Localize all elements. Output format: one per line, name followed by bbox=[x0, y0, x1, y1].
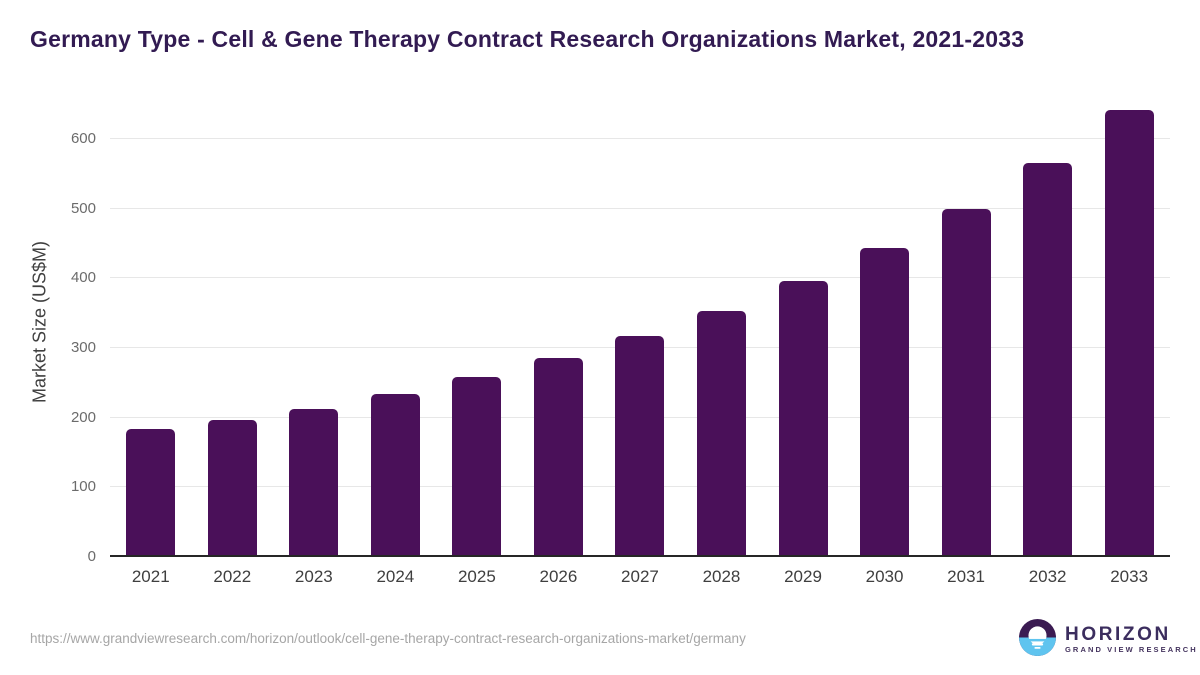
bar-2027 bbox=[615, 336, 665, 555]
x-tick-label-2033: 2033 bbox=[1110, 567, 1149, 586]
bar-2029 bbox=[778, 281, 828, 555]
x-tick-label-2029: 2029 bbox=[784, 567, 822, 586]
gridline-500 bbox=[110, 207, 1170, 209]
bar-2031 bbox=[941, 208, 991, 555]
x-tick-label-2023: 2023 bbox=[294, 567, 333, 586]
logo-name: HORIZON bbox=[1065, 624, 1171, 645]
y-axis-ticks: 0 100 200 300 400 500 600 bbox=[0, 100, 96, 565]
x-tick-label-2025: 2025 bbox=[457, 567, 496, 586]
x-tick-label-2026: 2026 bbox=[539, 567, 578, 586]
x-tick-label-2028: 2028 bbox=[702, 567, 741, 586]
y-tick-label-300: 300 bbox=[70, 338, 96, 356]
bar-band-2024 bbox=[355, 100, 437, 555]
bar-2028 bbox=[696, 311, 746, 555]
bar-series bbox=[110, 100, 1170, 555]
x-tick-label-2032: 2032 bbox=[1028, 567, 1067, 586]
bar-band-2026 bbox=[518, 100, 600, 555]
bar-2026 bbox=[533, 357, 583, 555]
bar-band-2021 bbox=[110, 100, 192, 555]
bar-2033 bbox=[1104, 109, 1154, 555]
x-tick-label-2024: 2024 bbox=[376, 567, 415, 586]
bar-band-2030 bbox=[844, 100, 926, 555]
bar-band-2025 bbox=[436, 100, 518, 555]
bar-2023 bbox=[289, 408, 339, 555]
x-tick-label-2027: 2027 bbox=[621, 567, 659, 586]
bar-2024 bbox=[370, 394, 420, 555]
x-tick-label-2022: 2022 bbox=[213, 567, 252, 586]
bar-band-2032 bbox=[1007, 100, 1089, 555]
bar-2022 bbox=[207, 419, 257, 555]
x-axis-labels: 2021 2022 2023 2024 2025 2026 2027 2028 2029 2030… bbox=[110, 564, 1170, 590]
horizon-logo: HORIZON GRAND VIEW RESEARCH bbox=[1019, 619, 1198, 661]
y-tick-label-500: 500 bbox=[70, 199, 96, 217]
bar-2021 bbox=[126, 428, 176, 555]
x-tick-label-2030: 2030 bbox=[865, 567, 904, 586]
y-tick-label-200: 200 bbox=[70, 408, 96, 426]
x-axis-line bbox=[110, 555, 1170, 557]
bar-band-2022 bbox=[192, 100, 274, 555]
bar-band-2028 bbox=[681, 100, 763, 555]
bar-2032 bbox=[1023, 162, 1073, 555]
x-tick-label-2031: 2031 bbox=[947, 567, 985, 586]
logo-text: HORIZON GRAND VIEW RESEARCH bbox=[1065, 625, 1198, 655]
source-url: https://www.grandviewresearch.com/horizo… bbox=[30, 631, 746, 646]
bar-band-2031 bbox=[925, 100, 1007, 555]
y-tick-label-600: 600 bbox=[70, 129, 96, 147]
horizon-sun-icon bbox=[1019, 619, 1056, 661]
logo-tagline: GRAND VIEW RESEARCH bbox=[1065, 645, 1198, 654]
bar-band-2023 bbox=[273, 100, 355, 555]
x-tick-label-2021: 2021 bbox=[131, 567, 170, 586]
bar-band-2033 bbox=[1088, 100, 1170, 555]
plot-area bbox=[110, 100, 1170, 557]
y-tick-label-0: 0 bbox=[87, 548, 96, 565]
bar-band-2029 bbox=[762, 100, 844, 555]
chart-title: Germany Type - Cell & Gene Therapy Contr… bbox=[30, 26, 1025, 52]
bar-band-2027 bbox=[599, 100, 681, 555]
y-tick-label-400: 400 bbox=[70, 269, 96, 287]
bar-2030 bbox=[860, 248, 910, 555]
bar-2025 bbox=[452, 376, 502, 555]
gridline-600 bbox=[110, 137, 1170, 139]
gridline-400 bbox=[110, 277, 1170, 279]
y-tick-label-100: 100 bbox=[70, 478, 96, 496]
